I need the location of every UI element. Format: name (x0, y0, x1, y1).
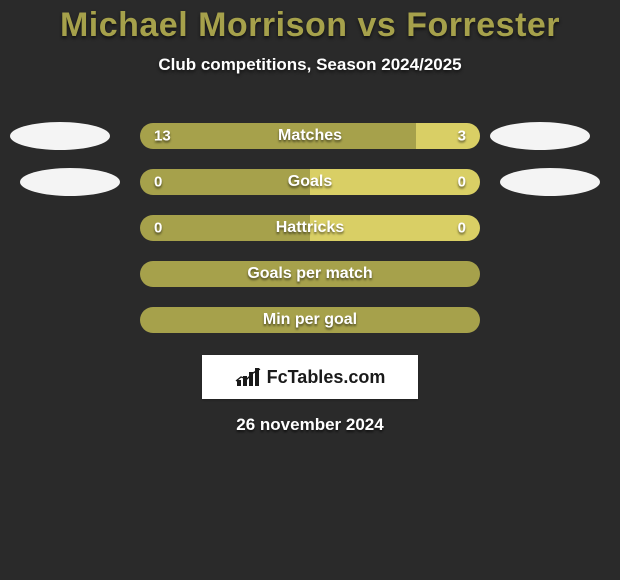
brand-chart-icon (235, 366, 261, 388)
stat-row-matches: 13 Matches 3 (0, 113, 620, 159)
subtitle: Club competitions, Season 2024/2025 (0, 55, 620, 75)
bar-single (140, 261, 480, 287)
bar-left (140, 169, 310, 195)
bar-single (140, 307, 480, 333)
value-left: 13 (154, 128, 171, 145)
player-right-marker (490, 122, 590, 150)
bar-track: 0 Hattricks 0 (140, 215, 480, 241)
page-title: Michael Morrison vs Forrester (0, 0, 620, 45)
brand-box: FcTables.com (202, 355, 418, 399)
bar-right (416, 123, 480, 149)
comparison-infographic: Michael Morrison vs Forrester Club compe… (0, 0, 620, 580)
bar-track: 0 Goals 0 (140, 169, 480, 195)
value-right: 0 (458, 220, 466, 237)
stat-row-min-per-goal: Min per goal (0, 297, 620, 343)
bar-left (140, 123, 416, 149)
bar-left (140, 215, 310, 241)
bar-right (310, 169, 480, 195)
bar-track: 13 Matches 3 (140, 123, 480, 149)
brand-text: FcTables.com (267, 367, 386, 388)
value-right: 0 (458, 174, 466, 191)
bar-right (310, 215, 480, 241)
player-left-marker (20, 168, 120, 196)
value-left: 0 (154, 220, 162, 237)
bar-track: Min per goal (140, 307, 480, 333)
value-left: 0 (154, 174, 162, 191)
stat-row-goals-per-match: Goals per match (0, 251, 620, 297)
stat-row-goals: 0 Goals 0 (0, 159, 620, 205)
value-right: 3 (458, 128, 466, 145)
player-right-marker (500, 168, 600, 196)
date-line: 26 november 2024 (0, 415, 620, 435)
stats-chart: 13 Matches 3 0 Goals 0 0 Ha (0, 113, 620, 343)
player-left-marker (10, 122, 110, 150)
bar-track: Goals per match (140, 261, 480, 287)
stat-row-hattricks: 0 Hattricks 0 (0, 205, 620, 251)
